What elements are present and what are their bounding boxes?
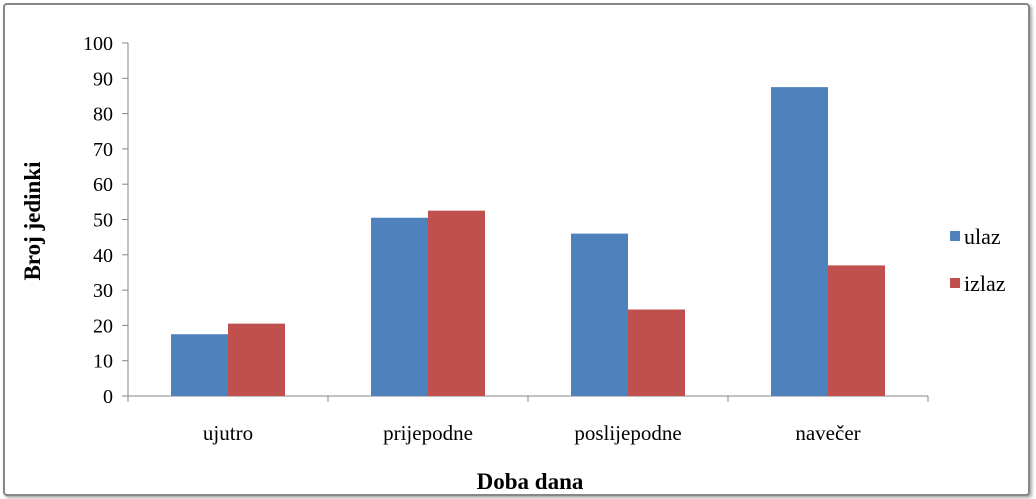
plot-area: 0 10 20 30 40 50 60 70 80 90 100 ujutro prijepodne po… [83, 33, 929, 445]
y-tick-label: 10 [93, 351, 113, 373]
bar-ulaz-3 [571, 233, 628, 396]
x-category-label: navečer [795, 421, 860, 445]
legend: ulaz izlaz [950, 224, 1006, 296]
legend-label-ulaz: ulaz [964, 224, 1001, 249]
legend-swatch-izlaz [950, 278, 960, 288]
bar-ulaz-2 [371, 217, 428, 396]
y-tick-label: 100 [83, 33, 113, 55]
x-category-label: ujutro [203, 421, 253, 445]
x-category-label: poslijepodne [574, 421, 681, 445]
chart-frame [3, 3, 1030, 496]
y-tick-label: 70 [93, 139, 113, 161]
x-axis-title: Doba dana [477, 469, 584, 494]
legend-label-izlaz: izlaz [964, 271, 1006, 296]
legend-swatch-ulaz [950, 231, 960, 241]
bar-izlaz-2 [428, 210, 485, 396]
y-tick-label: 90 [93, 68, 113, 90]
bar-izlaz-4 [828, 265, 885, 396]
bar-izlaz-1 [228, 323, 285, 396]
y-tick-label: 0 [103, 386, 113, 408]
y-tick-label: 30 [93, 280, 113, 302]
bar-izlaz-3 [628, 309, 685, 396]
y-tick-label: 20 [93, 315, 113, 337]
y-tick-label: 60 [93, 174, 113, 196]
bar-ulaz-1 [171, 334, 228, 396]
y-tick-label: 80 [93, 104, 113, 126]
y-tick-label: 50 [93, 210, 113, 232]
y-tick-label: 40 [93, 245, 113, 267]
y-axis-title: Broj jedinki [20, 161, 45, 281]
bar-ulaz-4 [771, 87, 828, 396]
x-category-label: prijepodne [383, 421, 473, 445]
